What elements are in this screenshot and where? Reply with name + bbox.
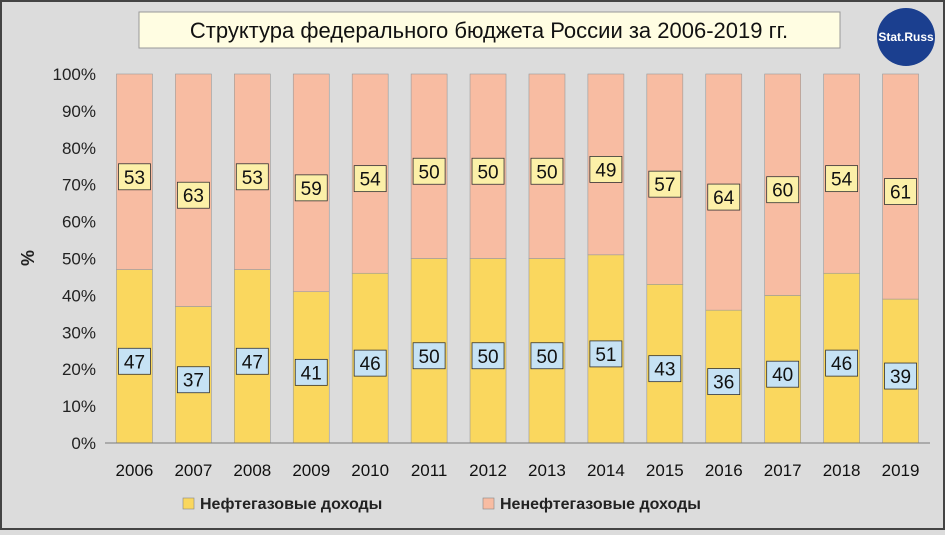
x-tick-label: 2015 (646, 461, 684, 480)
y-axis-label: % (18, 250, 38, 266)
x-tick-label: 2011 (411, 461, 448, 480)
y-tick-label: 0% (71, 434, 96, 453)
x-tick-label: 2008 (233, 461, 271, 480)
data-label: 46 (831, 354, 852, 375)
data-label-box (235, 347, 269, 375)
data-label: 49 (595, 160, 616, 181)
legend-swatch-non-oil-gas (482, 497, 495, 510)
x-tick-label: 2010 (351, 461, 389, 480)
data-label: 54 (360, 170, 382, 191)
data-label-box (176, 366, 210, 394)
data-label: 51 (595, 345, 616, 366)
data-label-box (589, 340, 623, 368)
y-tick-label: 80% (62, 139, 96, 158)
legend: Нефтегазовые доходы Ненефтегазовые доход… (182, 496, 701, 513)
x-tick-label: 2009 (292, 461, 330, 480)
y-tick-label: 10% (62, 397, 96, 416)
data-label: 57 (654, 175, 675, 196)
y-tick-label: 50% (62, 250, 96, 269)
data-label-box (118, 163, 151, 191)
data-label: 50 (419, 162, 440, 183)
data-label: 50 (419, 347, 440, 368)
x-tick-label: 2007 (174, 461, 212, 480)
data-label-box (235, 163, 269, 191)
data-label: 63 (183, 186, 204, 207)
data-label: 39 (890, 367, 911, 388)
y-tick-label: 90% (62, 102, 96, 121)
data-label-box (353, 165, 387, 193)
data-label-box (530, 342, 564, 370)
logo-circle (877, 8, 935, 66)
data-label: 64 (713, 188, 735, 209)
x-axis-ticks: 2006 2007 2008 2009 2010 2011 2012 2013 2014 2015… (116, 461, 920, 480)
legend-swatch-oil-gas (182, 497, 195, 510)
data-label-box (530, 157, 564, 185)
data-label: 59 (301, 179, 322, 200)
data-label: 60 (772, 181, 793, 202)
data-label-box (707, 368, 741, 395)
data-label-box (176, 181, 210, 209)
data-label: 50 (536, 162, 557, 183)
chart-title: Структура федерального бюджета России за… (190, 18, 788, 43)
data-label-box (118, 347, 151, 375)
y-tick-label: 30% (62, 323, 96, 342)
data-label-box (884, 178, 917, 205)
data-label: 53 (242, 168, 263, 189)
y-tick-label: 20% (62, 360, 96, 379)
data-label-box (294, 358, 328, 386)
data-labels-group: 47 53 37 63 47 53 41 59 46 54 50 50 50 50 50 50 51 49 43 57… (118, 156, 917, 395)
data-label-box (294, 174, 328, 202)
x-tick-label: 2014 (587, 461, 625, 480)
data-label: 50 (477, 347, 498, 368)
data-label-box (648, 170, 682, 198)
x-tick-label: 2018 (823, 461, 861, 480)
data-label: 41 (301, 363, 322, 384)
data-label: 50 (536, 347, 557, 368)
data-label: 47 (242, 352, 263, 373)
data-label-box (707, 183, 741, 211)
y-tick-label: 100% (53, 65, 96, 84)
x-tick-label: 2012 (469, 461, 507, 480)
data-label-box (825, 349, 859, 377)
data-label-box (648, 355, 682, 383)
data-label-box (412, 342, 446, 370)
data-label-box (471, 157, 505, 185)
y-tick-label: 40% (62, 286, 96, 305)
data-label-box (589, 156, 623, 183)
x-tick-label: 2016 (705, 461, 743, 480)
legend-label-non-oil-gas: Ненефтегазовые доходы (500, 496, 701, 513)
title-box (138, 11, 841, 49)
data-label-box (471, 342, 505, 370)
data-label: 50 (477, 162, 498, 183)
data-label: 46 (360, 354, 381, 375)
x-tick-label: 2017 (764, 461, 802, 480)
data-label-box (884, 362, 917, 390)
data-label-box (825, 165, 859, 193)
logo: Stat.Russ (877, 8, 935, 66)
legend-label-oil-gas: Нефтегазовые доходы (200, 496, 382, 513)
x-tick-label: 2019 (882, 461, 920, 480)
data-label: 36 (713, 373, 734, 394)
data-label-box (766, 360, 800, 388)
data-label: 37 (183, 371, 204, 392)
x-tick-label: 2006 (116, 461, 154, 480)
data-label-box (353, 349, 387, 377)
y-tick-label: 70% (62, 176, 96, 195)
data-label: 40 (772, 365, 793, 386)
data-label: 43 (654, 360, 675, 381)
y-axis-ticks: 0% 10% 20% 30% 40% 50% 60% 70% 80% 90% 100% (53, 65, 96, 453)
data-label: 53 (124, 168, 145, 189)
y-tick-label: 60% (62, 213, 96, 232)
data-label-box (766, 176, 800, 204)
data-label: 54 (831, 170, 853, 191)
data-label-box (412, 157, 446, 185)
data-label: 47 (124, 352, 145, 373)
logo-text: Stat.Russ (878, 30, 934, 44)
data-label: 61 (890, 183, 911, 204)
x-tick-label: 2013 (528, 461, 566, 480)
